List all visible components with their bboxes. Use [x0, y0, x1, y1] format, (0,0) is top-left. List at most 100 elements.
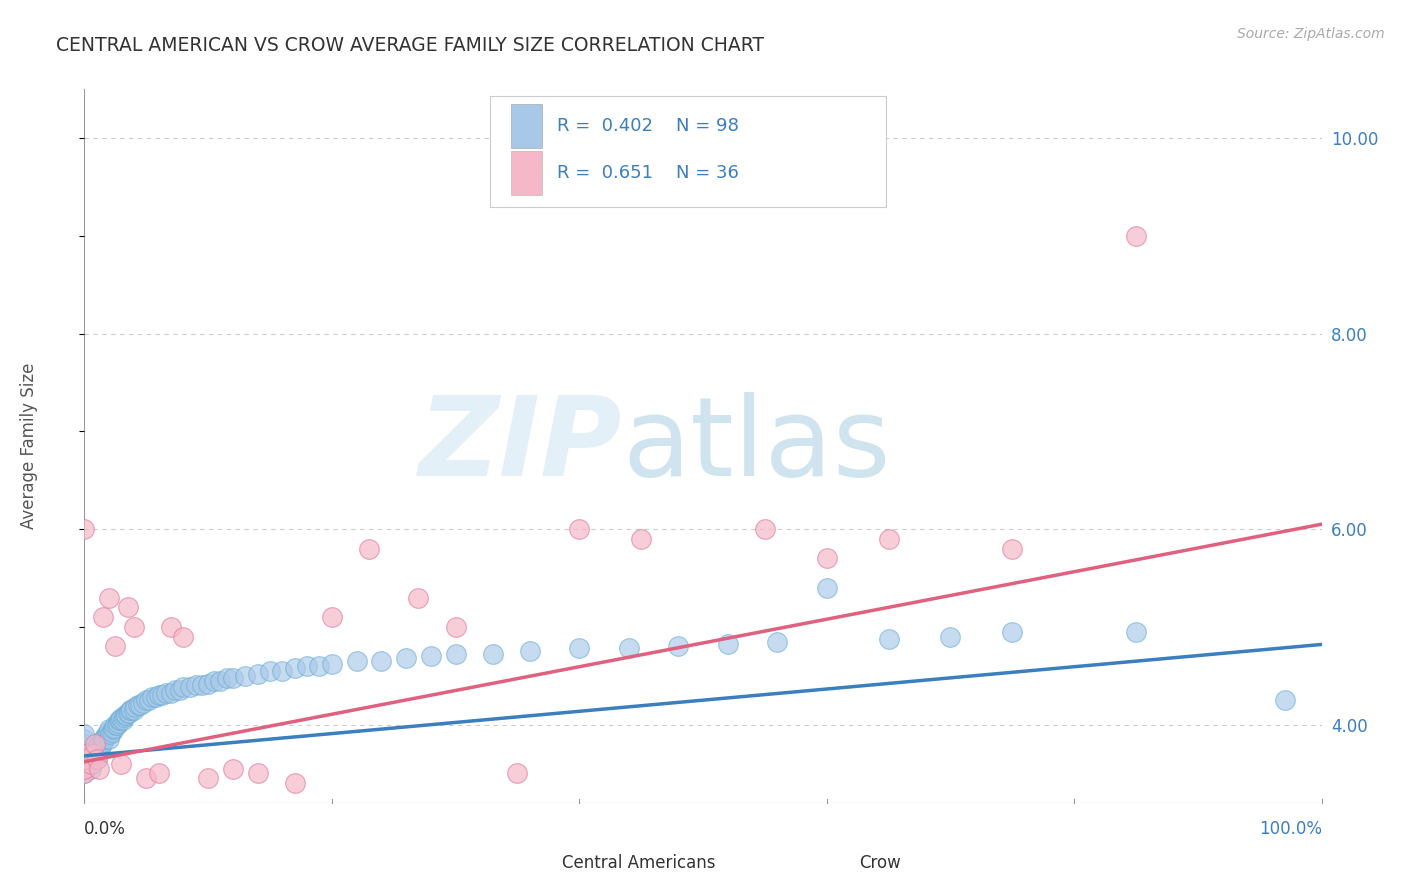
- Point: [481, 647, 503, 661]
- Point: [89, 742, 111, 756]
- Point: [98, 723, 121, 737]
- Point: [568, 522, 591, 536]
- Point: [135, 772, 157, 786]
- Point: [91, 732, 114, 747]
- Point: [114, 707, 136, 722]
- Point: [295, 659, 318, 673]
- Point: [222, 671, 245, 685]
- Point: [184, 678, 207, 692]
- Point: [754, 522, 776, 536]
- Point: [506, 766, 529, 780]
- Point: [82, 748, 104, 763]
- Point: [84, 745, 107, 759]
- Point: [101, 723, 124, 737]
- Point: [246, 766, 269, 780]
- Point: [91, 610, 114, 624]
- Text: R =  0.651    N = 36: R = 0.651 N = 36: [557, 164, 740, 182]
- Point: [110, 711, 132, 725]
- Point: [108, 713, 131, 727]
- Point: [89, 737, 111, 751]
- Point: [1001, 541, 1024, 556]
- Point: [202, 673, 225, 688]
- Point: [419, 649, 441, 664]
- Point: [284, 776, 307, 790]
- Point: [630, 532, 652, 546]
- Point: [94, 729, 117, 743]
- Point: [111, 713, 134, 727]
- Point: [120, 703, 142, 717]
- Point: [148, 766, 170, 780]
- Point: [73, 752, 96, 766]
- Text: CENTRAL AMERICAN VS CROW AVERAGE FAMILY SIZE CORRELATION CHART: CENTRAL AMERICAN VS CROW AVERAGE FAMILY …: [56, 36, 765, 54]
- Point: [73, 747, 96, 761]
- Point: [172, 630, 194, 644]
- Point: [346, 654, 368, 668]
- Text: 100.0%: 100.0%: [1258, 821, 1322, 838]
- Point: [408, 591, 430, 605]
- Point: [150, 688, 173, 702]
- Point: [98, 732, 121, 747]
- Point: [107, 715, 129, 730]
- Point: [122, 620, 145, 634]
- Point: [666, 640, 689, 654]
- Text: Source: ZipAtlas.com: Source: ZipAtlas.com: [1237, 27, 1385, 41]
- Point: [246, 666, 269, 681]
- FancyBboxPatch shape: [827, 849, 853, 878]
- Text: 0.0%: 0.0%: [84, 821, 127, 838]
- Text: R =  0.402    N = 98: R = 0.402 N = 98: [557, 118, 740, 136]
- Point: [179, 681, 201, 695]
- Point: [568, 641, 591, 656]
- Point: [112, 710, 135, 724]
- Point: [877, 632, 900, 646]
- Point: [321, 610, 343, 624]
- Point: [717, 637, 740, 651]
- Point: [163, 683, 186, 698]
- Point: [73, 732, 96, 747]
- Point: [122, 703, 145, 717]
- Point: [160, 686, 183, 700]
- Point: [110, 713, 132, 727]
- Point: [79, 762, 101, 776]
- Point: [1274, 693, 1296, 707]
- Point: [444, 620, 467, 634]
- Point: [939, 630, 962, 644]
- Point: [197, 772, 219, 786]
- Text: Central Americans: Central Americans: [562, 855, 716, 872]
- Point: [73, 742, 96, 756]
- Point: [766, 634, 789, 648]
- Point: [117, 600, 139, 615]
- Point: [73, 762, 96, 776]
- Point: [519, 644, 541, 658]
- Point: [117, 706, 139, 720]
- Point: [79, 756, 101, 771]
- Point: [155, 686, 177, 700]
- Point: [73, 727, 96, 741]
- Point: [79, 756, 101, 771]
- Point: [93, 732, 115, 747]
- Point: [284, 661, 307, 675]
- Point: [89, 762, 111, 776]
- Point: [222, 762, 245, 776]
- Point: [73, 762, 96, 776]
- Point: [73, 747, 96, 761]
- Point: [370, 654, 392, 668]
- Text: atlas: atlas: [623, 392, 891, 500]
- Point: [104, 640, 127, 654]
- Point: [191, 678, 214, 692]
- Point: [138, 693, 160, 707]
- Point: [86, 752, 108, 766]
- Point: [197, 676, 219, 690]
- Point: [110, 756, 132, 771]
- Text: Average Family Size: Average Family Size: [20, 363, 38, 529]
- Point: [395, 651, 418, 665]
- Point: [271, 664, 294, 678]
- Point: [129, 698, 152, 712]
- Point: [73, 737, 96, 751]
- Point: [73, 745, 96, 759]
- Point: [148, 688, 170, 702]
- Point: [86, 747, 108, 761]
- Point: [73, 522, 96, 536]
- Text: Crow: Crow: [859, 855, 901, 872]
- Point: [209, 673, 232, 688]
- Point: [308, 659, 330, 673]
